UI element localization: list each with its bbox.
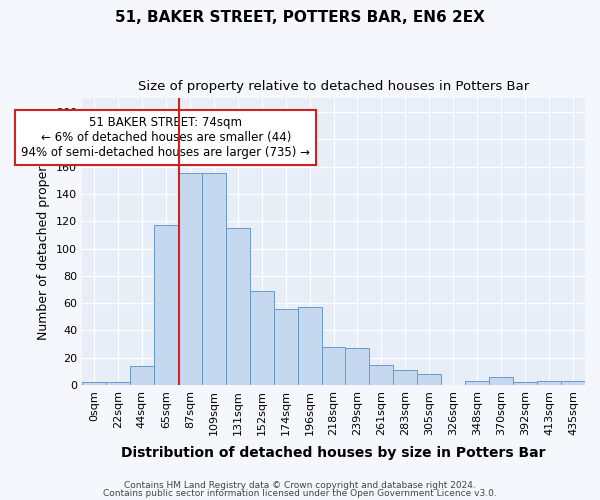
Bar (154, 226, 178, 385)
Text: Contains HM Land Registry data © Crown copyright and database right 2024.: Contains HM Land Registry data © Crown c… (124, 481, 476, 490)
Bar (513, 382, 537, 385)
Bar (226, 228, 250, 385)
Bar (465, 381, 489, 385)
Bar (418, 374, 441, 385)
Bar (346, 348, 370, 385)
Bar (130, 366, 154, 385)
Bar (274, 308, 298, 385)
Bar (561, 381, 585, 385)
Text: 51 BAKER STREET: 74sqm
← 6% of detached houses are smaller (44)
94% of semi-deta: 51 BAKER STREET: 74sqm ← 6% of detached … (22, 116, 310, 159)
Bar (370, 364, 394, 385)
Text: Contains public sector information licensed under the Open Government Licence v3: Contains public sector information licen… (103, 488, 497, 498)
X-axis label: Distribution of detached houses by size in Potters Bar: Distribution of detached houses by size … (121, 446, 546, 460)
Bar (489, 377, 513, 385)
Text: 51, BAKER STREET, POTTERS BAR, EN6 2EX: 51, BAKER STREET, POTTERS BAR, EN6 2EX (115, 10, 485, 25)
Bar (298, 307, 322, 385)
Y-axis label: Number of detached properties: Number of detached properties (37, 143, 50, 340)
Title: Size of property relative to detached houses in Potters Bar: Size of property relative to detached ho… (138, 80, 529, 93)
Bar (106, 382, 130, 385)
Bar (322, 347, 346, 385)
Bar (82, 382, 106, 385)
Bar (250, 291, 274, 385)
Bar (394, 370, 418, 385)
Bar (537, 381, 561, 385)
Bar (202, 174, 226, 385)
Bar (178, 174, 202, 385)
